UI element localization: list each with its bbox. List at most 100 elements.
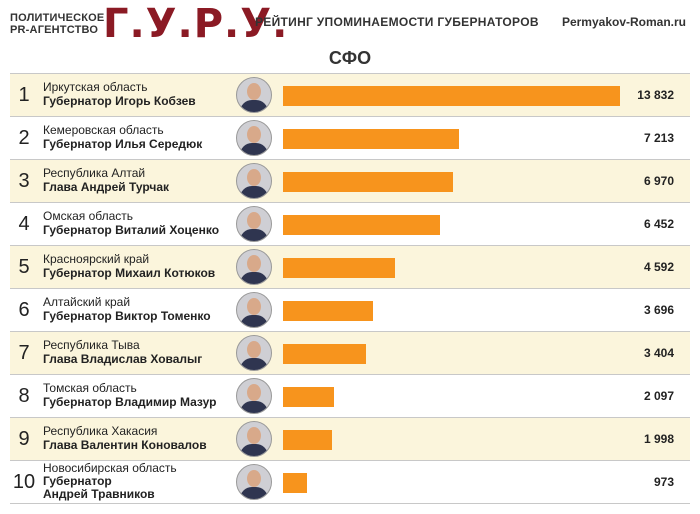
region-info: Республика Алтай Глава Андрей Турчак — [43, 166, 243, 194]
region-info: Кемеровская область Губернатор Илья Серед… — [43, 123, 243, 151]
bar — [283, 473, 307, 493]
agency-line-2: PR-АГЕНТСТВО — [10, 24, 99, 36]
governor-name: Глава Андрей Турчак — [43, 180, 170, 194]
governor-name: Губернатор — [43, 474, 112, 488]
rating-title: РЕЙТИНГ УПОМИНАЕМОСТИ ГУБЕРНАТОРОВ — [255, 15, 539, 29]
value-label: 3 404 — [643, 346, 674, 360]
portrait-head — [247, 470, 261, 487]
rank-number: 5 — [18, 256, 30, 278]
governor-portrait — [236, 335, 272, 371]
region-name: Алтайский край — [43, 295, 131, 309]
portrait-suit — [240, 358, 268, 370]
portrait-suit — [240, 487, 268, 499]
region-info: Новосибирская область Губернатор Андрей Тр… — [43, 462, 243, 501]
table-row: 4 Омская область Губернатор Виталий Хоценк… — [10, 202, 690, 245]
value-label: 2 097 — [643, 389, 674, 403]
region-name: Республика Тыва — [43, 338, 140, 352]
value-label: 3 696 — [643, 303, 674, 317]
portrait-head — [247, 341, 261, 358]
region-name: Кемеровская область — [43, 123, 164, 137]
table-row: 5 Красноярский край Губернатор Михаил Котю… — [10, 245, 690, 288]
value-label: 6 970 — [643, 174, 674, 188]
region-name: Красноярский край — [43, 252, 150, 266]
table-row: 2 Кемеровская область Губернатор Илья Сере… — [10, 116, 690, 159]
rank-number: 4 — [18, 213, 30, 235]
governor-portrait — [236, 464, 272, 500]
governor-name: Глава Владислав Ховалыг — [43, 352, 203, 366]
header: ПОЛИТИЧЕСКОЕ PR-АГЕНТСТВО Г.У.Р.У. РЕЙТИ… — [0, 0, 700, 44]
portrait-head — [247, 83, 261, 100]
value-label: 973 — [653, 475, 674, 489]
table-row: 10 Новосибирская область Губернатор Андрей … — [10, 460, 690, 504]
governor-portrait — [236, 206, 272, 242]
table-row: 9 Республика Хакасия Глава Валентин Конова… — [10, 417, 690, 460]
governor-name: Губернатор Владимир Мазур — [43, 395, 217, 409]
portrait-head — [247, 384, 261, 401]
portrait-suit — [240, 444, 268, 456]
value-label: 4 592 — [643, 260, 674, 274]
portrait-head — [247, 427, 261, 444]
table-row: 8 Томская область Губернатор Владимир Мазу… — [10, 374, 690, 417]
table-row: 1 Иркутская область Губернатор Игорь Кобзе… — [10, 73, 690, 116]
governor-name: Губернатор Виталий Хоценко — [43, 223, 220, 237]
governor-name: Губернатор Михаил Котюков — [43, 266, 216, 280]
bar — [283, 430, 332, 450]
governor-portrait — [236, 292, 272, 328]
region-name: Республика Хакасия — [43, 424, 158, 438]
region-info: Алтайский край Губернатор Виктор Томенко — [43, 295, 243, 323]
rank-number: 7 — [18, 342, 30, 364]
value-label: 1 998 — [643, 432, 674, 446]
site-link[interactable]: Permyakov-Roman.ru — [561, 15, 686, 29]
table-row: 7 Республика Тыва Глава Владислав Ховалыг 3… — [10, 331, 690, 374]
ranking-table: 1 Иркутская область Губернатор Игорь Кобзе… — [10, 73, 690, 504]
governor-name: Губернатор Илья Середюк — [43, 137, 203, 151]
governor-name: Губернатор Игорь Кобзев — [43, 94, 196, 108]
agency-line-1: ПОЛИТИЧЕСКОЕ — [10, 12, 105, 24]
rank-number: 6 — [18, 299, 30, 321]
portrait-head — [247, 255, 261, 272]
guru-logo: Г.У.Р.У. — [103, 1, 289, 47]
bar — [283, 86, 620, 106]
region-name: Новосибирская область — [43, 461, 177, 475]
governor-portrait — [236, 249, 272, 285]
portrait-suit — [240, 315, 268, 327]
value-label: 6 452 — [643, 217, 674, 231]
portrait-head — [247, 298, 261, 315]
portrait-suit — [240, 229, 268, 241]
table-row: 6 Алтайский край Губернатор Виктор Томенко… — [10, 288, 690, 331]
bar — [283, 215, 440, 235]
governor-name: Андрей Травников — [43, 487, 155, 501]
bar — [283, 344, 366, 364]
rank-number: 1 — [18, 84, 30, 106]
portrait-head — [247, 126, 261, 143]
bar — [283, 172, 453, 192]
portrait-head — [247, 212, 261, 229]
rank-number: 10 — [12, 471, 36, 493]
region-info: Республика Хакасия Глава Валентин Коновал… — [43, 424, 243, 452]
governor-portrait — [236, 120, 272, 156]
bar — [283, 129, 459, 149]
governor-portrait — [236, 421, 272, 457]
agency-label: ПОЛИТИЧЕСКОЕ PR-АГЕНТСТВО — [10, 12, 104, 36]
portrait-suit — [240, 272, 268, 284]
bar — [283, 301, 373, 321]
region-info: Омская область Губернатор Виталий Хоценко — [43, 209, 243, 237]
value-label: 13 832 — [637, 88, 674, 102]
portrait-suit — [240, 186, 268, 198]
governor-portrait — [236, 378, 272, 414]
region-info: Иркутская область Губернатор Игорь Кобзев — [43, 80, 243, 108]
rank-number: 2 — [18, 127, 30, 149]
region-info: Томская область Губернатор Владимир Мазур — [43, 381, 243, 409]
governor-portrait — [236, 77, 272, 113]
rank-number: 8 — [18, 385, 30, 407]
region-name: Иркутская область — [43, 80, 148, 94]
bar — [283, 387, 334, 407]
portrait-suit — [240, 143, 268, 155]
region-name: Томская область — [43, 381, 137, 395]
portrait-suit — [240, 401, 268, 413]
rank-number: 9 — [18, 428, 30, 450]
value-label: 7 213 — [643, 131, 674, 145]
region-name: Омская область — [43, 209, 134, 223]
portrait-head — [247, 169, 261, 186]
governor-name: Губернатор Виктор Томенко — [43, 309, 211, 323]
